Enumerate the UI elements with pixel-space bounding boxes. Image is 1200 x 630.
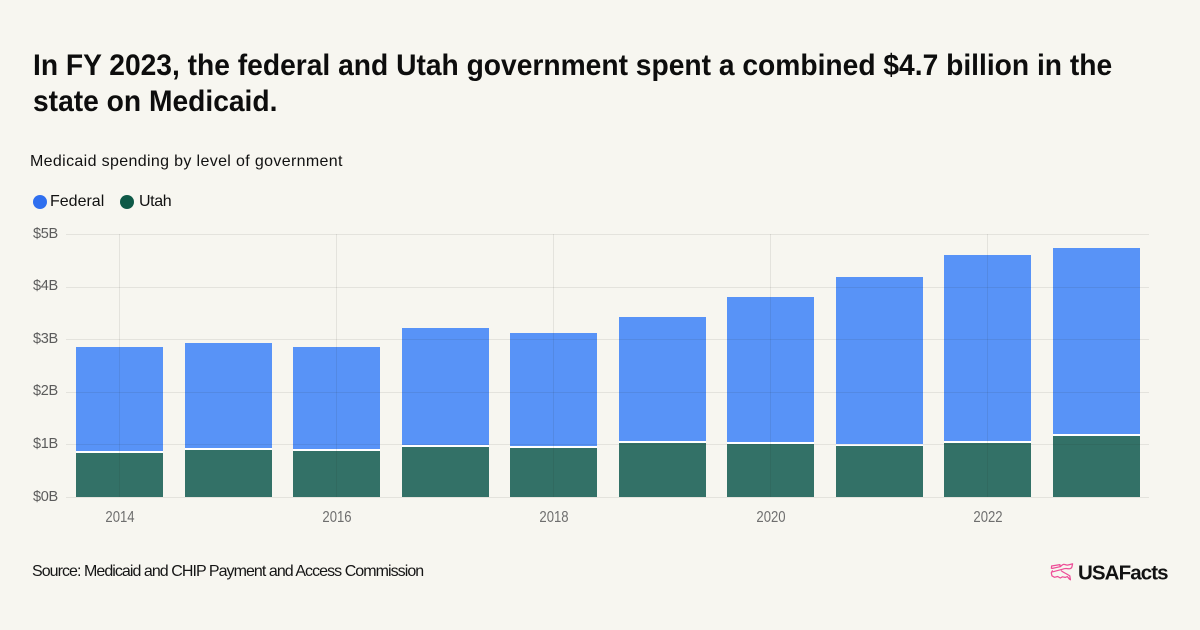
svg-text:USAFacts: USAFacts bbox=[1078, 562, 1168, 583]
